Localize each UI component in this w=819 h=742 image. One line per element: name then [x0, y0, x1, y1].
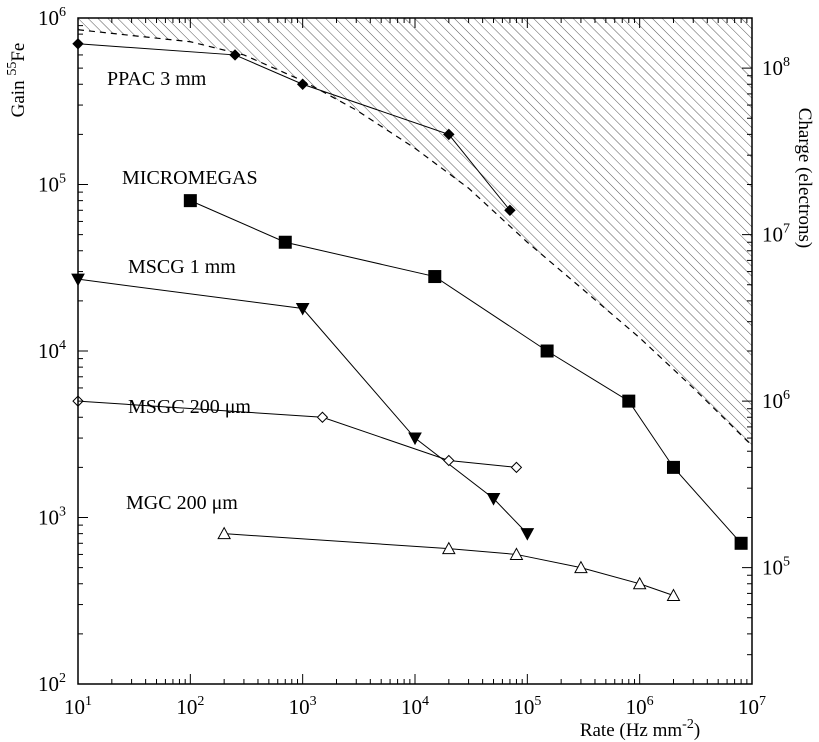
- y2-axis-title: Charge (electrons): [794, 108, 815, 249]
- y-tick-base: 10: [38, 173, 59, 197]
- data-point-mgc-200-m: [632, 576, 647, 590]
- y-axis-title: Gain 55Fe: [5, 43, 29, 118]
- data-point-mgc-200-m: [574, 560, 588, 574]
- x-tick-base: 10: [513, 695, 534, 719]
- y2-tick-base: 10: [762, 556, 783, 580]
- x-tick-exp: 5: [534, 694, 541, 709]
- series-label-mscg-1-mm: MSCG 1 mm: [128, 256, 236, 278]
- x-tick-exp: 4: [422, 694, 429, 709]
- x-tick-exp: 7: [759, 694, 766, 709]
- x-tick-base: 10: [401, 695, 422, 719]
- data-point-micromegas: [666, 460, 680, 474]
- y-tick-label: 106: [38, 5, 66, 30]
- x-axis-title-tail: ): [694, 720, 700, 741]
- data-point-mgc-200-m: [509, 547, 524, 560]
- x-tick-base: 10: [176, 695, 197, 719]
- data-point-ppac-3-mm: [229, 49, 241, 61]
- y-tick-base: 10: [38, 672, 59, 696]
- x-tick-label: 101: [64, 694, 92, 719]
- y-axis-title-suffix: Fe: [8, 43, 29, 62]
- x-tick-exp: 1: [85, 694, 92, 709]
- x-tick-label: 102: [176, 694, 204, 719]
- data-point-micromegas: [622, 394, 636, 408]
- y-tick-exp: 3: [59, 505, 66, 520]
- x-tick-label: 105: [513, 694, 541, 719]
- y2-tick-label: 105: [762, 555, 790, 580]
- x-tick-exp: 2: [197, 694, 204, 709]
- y2-tick-base: 10: [762, 389, 783, 413]
- x-axis-title-exp: -2: [682, 717, 694, 732]
- y-tick-label: 105: [38, 172, 66, 197]
- y2-tick-exp: 6: [783, 388, 790, 403]
- data-point-msgc-200-m: [510, 461, 523, 474]
- x-axis-title-main: Rate (Hz mm: [580, 720, 683, 741]
- x-tick-base: 10: [626, 695, 647, 719]
- y-tick-label: 102: [38, 671, 66, 696]
- series-label-ppac-3-mm: PPAC 3 mm: [107, 68, 207, 90]
- series-label-msgc-200-m: MSGC 200 μm: [128, 396, 251, 418]
- x-tick-label: 106: [626, 694, 654, 719]
- series-line-mgc-200-m: [224, 533, 674, 596]
- y2-tick-exp: 5: [783, 555, 790, 570]
- y2-tick-label: 107: [762, 222, 790, 247]
- data-point-micromegas: [183, 194, 197, 208]
- data-point-micromegas: [428, 270, 442, 284]
- series-label-micromegas: MICROMEGAS: [122, 167, 258, 189]
- x-tick-base: 10: [64, 695, 85, 719]
- x-tick-label: 104: [401, 694, 429, 719]
- y-tick-exp: 2: [59, 671, 66, 686]
- y2-tick-label: 106: [762, 388, 790, 413]
- y-axis-title-exp: 55: [5, 62, 20, 76]
- data-point-micromegas: [278, 235, 292, 249]
- data-point-mscg-1-mm: [520, 528, 535, 541]
- hatched-limit-region: [78, 18, 752, 446]
- data-point-mscg-1-mm: [408, 432, 422, 446]
- y-tick-base: 10: [38, 6, 59, 30]
- y2-tick-exp: 7: [783, 222, 790, 237]
- x-tick-base: 10: [289, 695, 310, 719]
- y-tick-base: 10: [38, 506, 59, 530]
- y-tick-exp: 4: [59, 338, 66, 353]
- x-axis-title: Rate (Hz mm-2): [580, 717, 700, 741]
- data-point-micromegas: [734, 536, 748, 550]
- y2-tick-base: 10: [762, 56, 783, 80]
- x-tick-base: 10: [738, 695, 759, 719]
- data-point-ppac-3-mm: [296, 78, 309, 90]
- x-tick-label: 107: [738, 694, 766, 719]
- data-point-micromegas: [540, 344, 554, 358]
- x-tick-exp: 6: [647, 694, 654, 709]
- data-point-msgc-200-m: [316, 411, 329, 423]
- y-tick-label: 104: [38, 338, 66, 363]
- y-tick-exp: 6: [59, 5, 66, 20]
- y2-tick-label: 108: [762, 55, 790, 80]
- y-tick-label: 103: [38, 505, 66, 530]
- data-point-ppac-3-mm: [443, 128, 455, 141]
- series-label-mgc-200-m: MGC 200 μm: [126, 492, 238, 514]
- y-tick-base: 10: [38, 339, 59, 363]
- data-point-mscg-1-mm: [486, 493, 501, 506]
- data-point-mgc-200-m: [441, 541, 456, 555]
- data-point-mgc-200-m: [666, 588, 681, 602]
- data-point-mgc-200-m: [217, 526, 231, 540]
- data-point-ppac-3-mm: [504, 204, 516, 216]
- x-tick-label: 103: [289, 694, 317, 719]
- series-line-msgc-200-m: [78, 400, 517, 468]
- y2-tick-base: 10: [762, 223, 783, 247]
- y-axis-title-prefix: Gain: [8, 76, 29, 118]
- data-point-mscg-1-mm: [295, 302, 310, 316]
- data-point-msgc-200-m: [443, 454, 455, 467]
- y-tick-exp: 5: [59, 172, 66, 187]
- x-tick-exp: 3: [310, 694, 317, 709]
- y2-tick-exp: 8: [783, 55, 790, 70]
